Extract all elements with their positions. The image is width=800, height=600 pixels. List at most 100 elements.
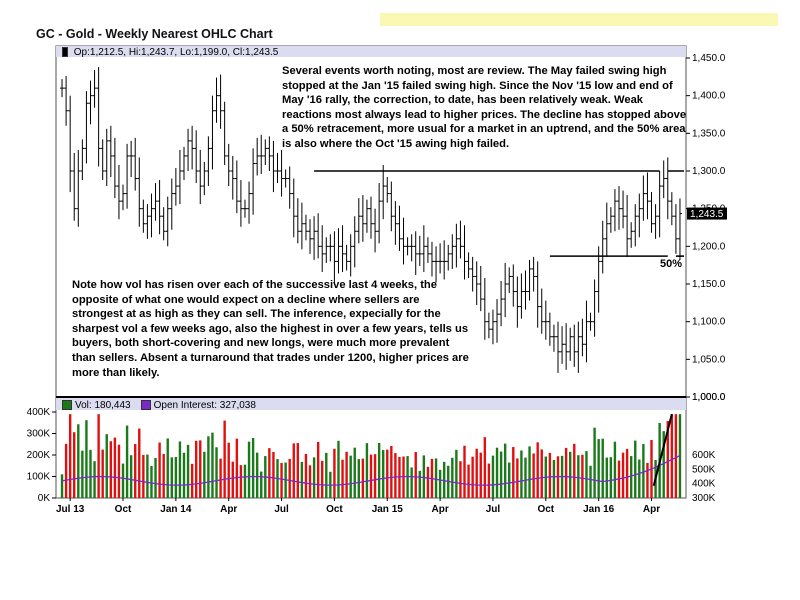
ohlc-bar xyxy=(255,137,260,176)
oi-swatch xyxy=(140,400,151,411)
volume-bar xyxy=(422,455,426,498)
volume-bar xyxy=(68,414,72,498)
ohlc-bar xyxy=(588,312,593,331)
volume-bar xyxy=(577,455,580,498)
ohlc-bar xyxy=(369,196,373,239)
ohlc-bar xyxy=(511,264,516,307)
volume-bar xyxy=(674,414,678,498)
price-tick-label: 1,200.0 xyxy=(692,241,726,252)
fifty-percent-label: 50% xyxy=(660,258,683,270)
volume-bar xyxy=(73,432,76,498)
volume-bar xyxy=(316,441,320,498)
volume-bar xyxy=(146,454,149,498)
volume-bar xyxy=(434,458,438,498)
ohlc-bar xyxy=(389,181,394,232)
volume-bar xyxy=(304,453,308,498)
volume-bar xyxy=(125,425,129,498)
ohlc-bar xyxy=(165,196,170,247)
price-tick-label: 1,300.0 xyxy=(692,166,726,177)
ohlc-bar xyxy=(72,152,77,221)
ohlc-bar xyxy=(214,77,219,123)
volume-bar xyxy=(512,447,515,498)
ohlc-bar xyxy=(149,193,154,238)
volume-bar xyxy=(109,441,113,498)
ohlc-bar xyxy=(633,204,638,247)
volume-bar xyxy=(666,421,669,498)
price-tick-label: 1,350.0 xyxy=(692,128,726,139)
volume-bar xyxy=(365,443,369,498)
volume-bar xyxy=(325,452,328,498)
ohlc-bar xyxy=(425,237,430,263)
ohlc-bar xyxy=(332,231,337,283)
volume-bar xyxy=(353,447,356,498)
last-price-label: 1,243.5 xyxy=(690,209,724,220)
volume-bar xyxy=(227,442,230,498)
ohlc-bar xyxy=(629,222,634,248)
volume-bar xyxy=(312,457,316,498)
price-tick-label: 1,050.0 xyxy=(692,354,726,365)
price-tick-label: 1,000.0 xyxy=(692,392,726,403)
ohlc-bar xyxy=(222,101,227,165)
ohlc-bar xyxy=(76,149,81,227)
ohlc-bar xyxy=(104,128,109,187)
volume-bar xyxy=(142,455,145,498)
ohlc-bar xyxy=(600,220,605,274)
ohlc-bar xyxy=(608,207,613,233)
volume-bar xyxy=(251,438,255,498)
ohlc-bar xyxy=(474,261,479,306)
volume-bar xyxy=(621,452,625,498)
ohlc-bar xyxy=(198,149,203,205)
x-tick-label: Oct xyxy=(537,504,554,515)
ohlc-bar xyxy=(596,246,601,313)
volume-bar xyxy=(260,471,263,498)
volume-bar xyxy=(597,439,600,498)
volume-bar xyxy=(158,442,161,498)
ohlc-bar xyxy=(393,201,398,245)
volume-bar xyxy=(508,462,511,498)
ohlc-bar xyxy=(68,95,73,193)
ohlc-bar xyxy=(486,312,491,339)
x-tick-label: Jul xyxy=(274,504,289,515)
volume-bar xyxy=(662,431,665,498)
volume-bar xyxy=(605,457,608,498)
ohlc-bar xyxy=(129,140,134,178)
ohlc-bar xyxy=(547,312,552,346)
volume-bar xyxy=(524,457,527,498)
volume-bar xyxy=(194,440,198,498)
ohlc-bar xyxy=(316,213,321,259)
ohlc-bar xyxy=(649,192,654,233)
ohlc-bar xyxy=(100,139,105,181)
volume-bar xyxy=(479,452,482,498)
ohlc-bar xyxy=(454,223,459,268)
volume-bar xyxy=(475,448,478,498)
volume-bar xyxy=(203,451,206,498)
ohlc-bar xyxy=(279,149,284,197)
volume-bar xyxy=(219,458,222,498)
volume-bar xyxy=(345,451,348,498)
volume-bar xyxy=(613,441,617,498)
volume-bar xyxy=(601,438,604,498)
ohlc-bar xyxy=(462,225,467,280)
ohlc-bar xyxy=(84,91,89,164)
volume-bar xyxy=(503,443,507,498)
volume-bar xyxy=(64,443,68,498)
volume-bar xyxy=(426,466,430,498)
ohlc-bar xyxy=(352,216,357,268)
volume-bar xyxy=(451,457,454,498)
oi-top-label: 1,000.0 xyxy=(692,392,726,403)
ohlc-bar xyxy=(348,234,353,277)
volume-bar xyxy=(593,427,596,498)
oi-tick-label: 400K xyxy=(692,479,716,490)
ohlc-bar xyxy=(417,235,422,266)
ohlc-bar xyxy=(210,95,215,170)
ohlc-bar xyxy=(568,327,573,361)
ohlc-bar xyxy=(495,299,500,343)
ohlc-bar xyxy=(133,137,138,191)
volume-bar xyxy=(516,458,519,498)
ohlc-bar xyxy=(458,220,463,259)
volume-bar xyxy=(199,440,202,498)
volume-bar xyxy=(113,437,117,498)
x-tick-label: Jul xyxy=(486,504,501,515)
volume-bar xyxy=(211,432,214,498)
ohlc-bar xyxy=(299,202,304,250)
